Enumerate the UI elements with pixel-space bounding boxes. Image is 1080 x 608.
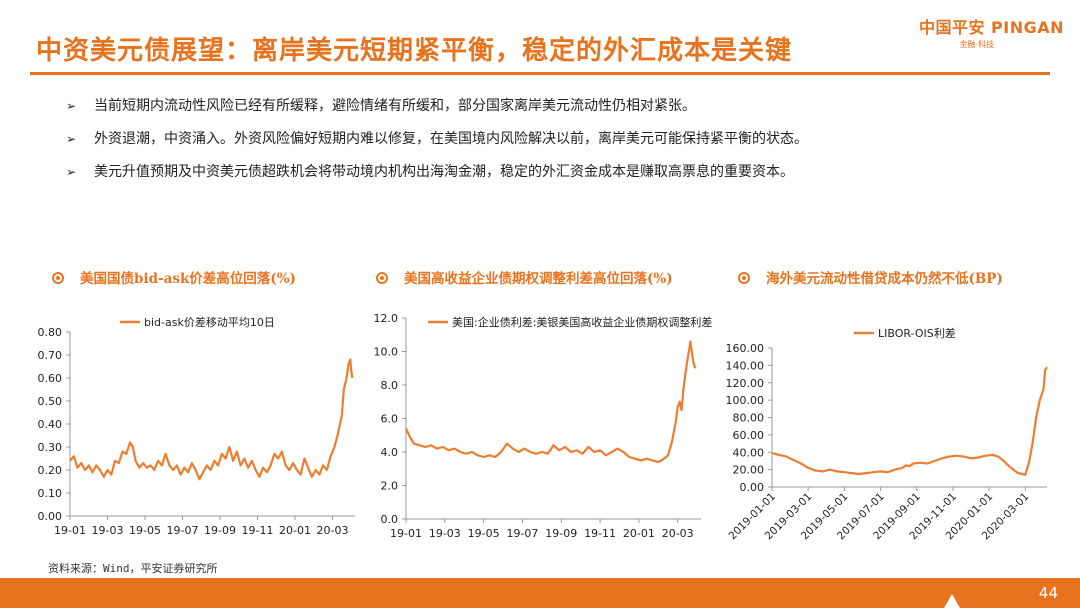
- bullet-item: ➢ 美元升值预期及中资美元债超跌机会将带动境内机构出海淘金潮，稳定的外汇资金成本是…: [66, 160, 808, 193]
- x-tick-label: 19-01: [54, 524, 86, 537]
- series-line: [771, 366, 1048, 476]
- target-icon: [52, 271, 64, 284]
- x-tick-label: 19-11: [242, 524, 274, 537]
- slide-title: 中资美元债展望：离岸美元短期紧平衡，稳定的外汇成本是关键: [36, 36, 793, 66]
- page-number: 44: [1038, 584, 1058, 602]
- y-tick-label: 6.0: [381, 413, 399, 426]
- x-tick-label: 19-03: [92, 524, 124, 537]
- x-tick-label: 19-05: [129, 524, 161, 537]
- y-tick-label: 80.00: [733, 412, 765, 425]
- y-tick-label: 0.20: [38, 464, 63, 477]
- y-tick-label: 40.00: [733, 446, 765, 459]
- series-line: [405, 340, 697, 464]
- company-logo: 中国平安 PINGAN 金融·科技: [919, 14, 1064, 50]
- legend-label: LIBOR-OIS利差: [878, 326, 956, 340]
- y-tick-label: 4.0: [381, 446, 399, 459]
- bullet-item: ➢ 当前短期内流动性风险已经有所缓释，避险情绪有所缓和，部分国家离岸美元流动性仍相…: [66, 94, 808, 127]
- y-tick-label: 0.10: [38, 487, 63, 500]
- bullet-item: ➢ 外资退潮，中资涌入。外资风险偏好短期内难以修复，在美国境内风险解决以前，离岸美…: [66, 127, 808, 160]
- chart-title-3: 海外美元流动性借贷成本仍然不低(BP): [738, 268, 1003, 290]
- target-icon: [376, 271, 388, 284]
- y-tick-label: 0.60: [38, 372, 63, 385]
- logo-text: 中国平安 PINGAN: [918, 18, 1064, 37]
- y-tick-label: 0.00: [38, 510, 63, 523]
- y-tick-label: 10.0: [374, 346, 399, 359]
- target-icon: [738, 271, 750, 284]
- x-tick-label: 19-07: [167, 524, 199, 537]
- y-tick-label: 100.00: [726, 394, 765, 407]
- x-tick-label: 19-07: [506, 527, 538, 540]
- bullet-text: 外资退潮，中资涌入。外资风险偏好短期内难以修复，在美国境内风险解决以前，离岸美元…: [94, 131, 808, 147]
- x-tick-label: 19-01: [390, 527, 422, 540]
- pingan-logo-icon: [944, 594, 960, 608]
- chart-bid-ask-spread: 0.00 0.10 0.20 0.30 0.40 0.50 0.60 0.70 0.80 19-0…: [38, 315, 355, 537]
- arrow-bullet-icon: ➢: [66, 165, 77, 179]
- footer-bar: [0, 578, 1080, 608]
- x-tick-label: 20-03: [317, 524, 349, 537]
- chart-title-1: 美国国债bid-ask价差高位回落(%): [52, 268, 296, 290]
- arrow-bullet-icon: ➢: [66, 132, 77, 146]
- x-tick-label: 19-11: [584, 527, 616, 540]
- bullet-text: 美元升值预期及中资美元债超跌机会将带动境内机构出海淘金潮，稳定的外汇资金成本是赚…: [94, 164, 794, 180]
- chart-high-yield-oas: 0.0 2.0 4.0 6.0 8.0 10.0 12.0 19-01 19-03 19-05 19…: [374, 312, 713, 540]
- y-tick-label: 0.50: [38, 395, 63, 408]
- x-tick-label: 19-03: [429, 527, 461, 540]
- y-tick-label: 0.40: [38, 418, 63, 431]
- logo-subtext: 金融·科技: [959, 40, 994, 49]
- y-tick-label: 0.80: [38, 326, 63, 339]
- x-tick-label: 20-01: [279, 524, 311, 537]
- y-tick-label: 140.00: [726, 359, 765, 372]
- y-tick-label: 2.0: [381, 480, 399, 493]
- legend-label: bid-ask价差移动平均10日: [144, 315, 275, 329]
- chart-libor-ois: 0.00 20.00 40.00 60.00 80.00 100.00 120.00 140.…: [726, 326, 1048, 542]
- title-divider: [30, 72, 1050, 75]
- bullet-text: 当前短期内流动性风险已经有所缓释，避险情绪有所缓和，部分国家离岸美元流动性仍相对…: [94, 98, 696, 114]
- y-tick-label: 12.0: [374, 312, 399, 325]
- y-tick-label: 0.0: [381, 513, 399, 526]
- chart-title-text: 美国国债bid-ask价差高位回落(%): [80, 271, 296, 287]
- chart-title-2: 美国高收益企业债期权调整利差高位回落(%): [376, 268, 673, 290]
- chart-title-text: 海外美元流动性借贷成本仍然不低(BP): [766, 271, 1003, 287]
- x-tick-label: 19-09: [204, 524, 236, 537]
- series-line: [69, 358, 354, 481]
- source-note: 资料来源：Wind，平安证券研究所: [48, 562, 218, 575]
- y-tick-label: 0.30: [38, 441, 63, 454]
- x-tick-label: 19-09: [545, 527, 577, 540]
- y-tick-label: 160.00: [726, 342, 765, 355]
- legend-label: 美国:企业债利差:美银美国高收益企业债期权调整利差: [452, 315, 712, 329]
- x-tick-label: 19-05: [468, 527, 500, 540]
- y-tick-label: 0.00: [740, 481, 765, 494]
- bullet-list: ➢ 当前短期内流动性风险已经有所缓释，避险情绪有所缓和，部分国家离岸美元流动性仍相…: [66, 94, 808, 193]
- x-tick-label: 20-01: [623, 527, 655, 540]
- y-tick-label: 60.00: [733, 429, 765, 442]
- x-tick-label: 20-03: [662, 527, 694, 540]
- y-tick-label: 8.0: [381, 379, 399, 392]
- y-tick-label: 120.00: [726, 377, 765, 390]
- y-tick-label: 0.70: [38, 349, 63, 362]
- y-tick-label: 20.00: [733, 464, 765, 477]
- chart-title-text: 美国高收益企业债期权调整利差高位回落(%): [404, 271, 673, 287]
- arrow-bullet-icon: ➢: [66, 99, 77, 113]
